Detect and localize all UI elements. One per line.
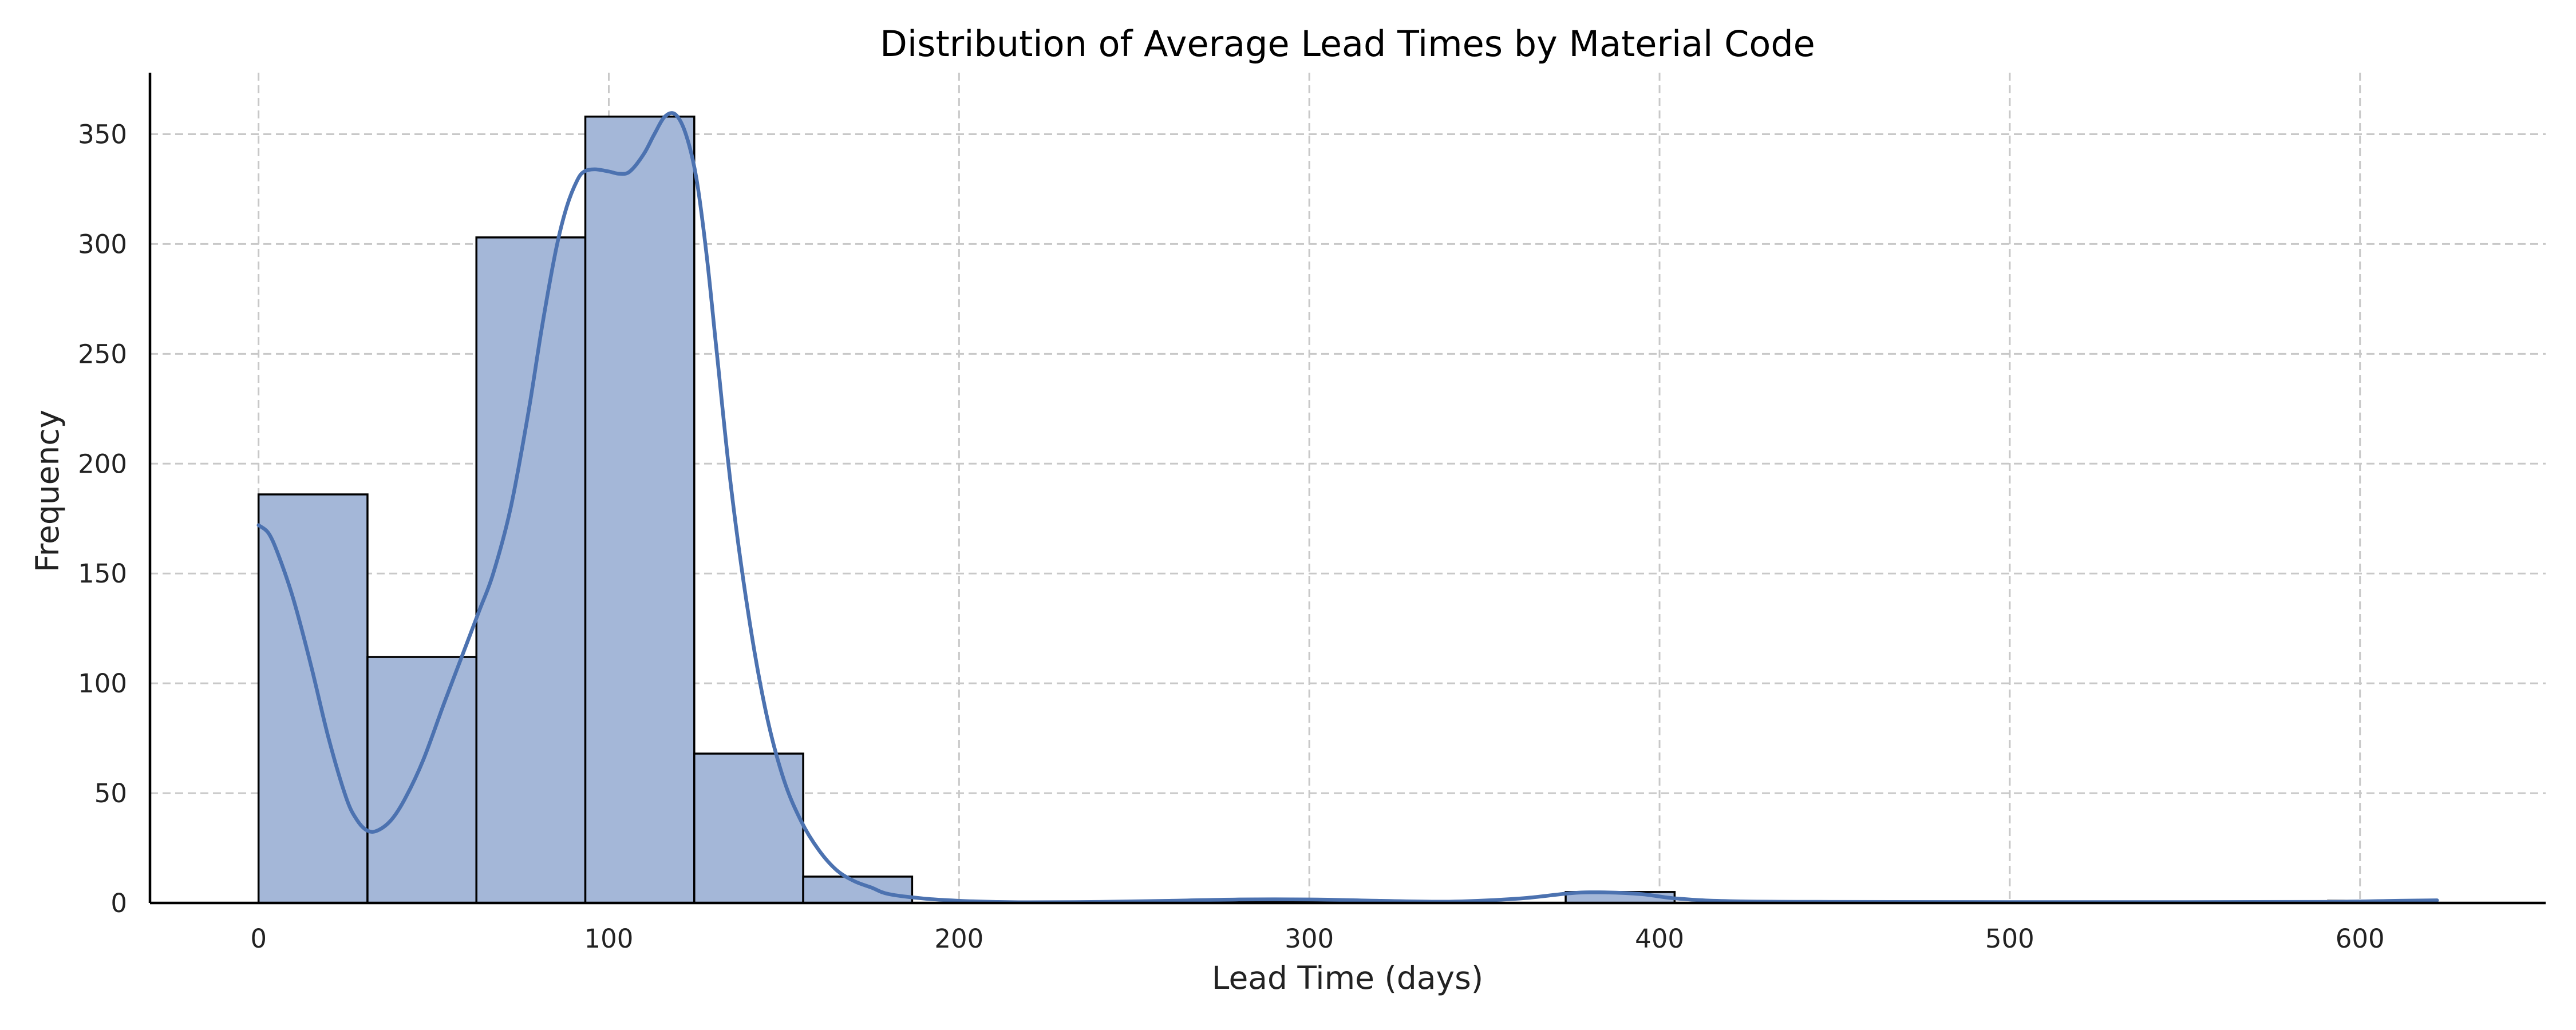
histogram-bar [257,493,369,904]
y-axis-label: Frequency [29,410,66,572]
y-tick-label: 150 [78,558,127,589]
histogram-bar [802,876,914,904]
grid-lines [150,73,2546,904]
y-tick-label: 0 [110,888,127,918]
y-tick-label: 100 [78,668,127,699]
y-tick-label: 300 [78,229,127,259]
y-tick-label: 250 [78,339,127,369]
x-tick-label: 100 [584,924,634,954]
kde-curve [256,111,2439,905]
histogram-bar [693,752,804,904]
y-tick-label: 50 [94,778,127,809]
x-tick-label: 0 [250,924,267,954]
axes [148,73,2546,905]
histogram-bars [257,116,2439,904]
histogram-bar [366,656,477,904]
chart-title: Distribution of Average Lead Times by Ma… [880,23,1815,65]
histogram-bar [584,116,696,904]
x-tick-label: 200 [934,924,983,954]
x-tick-label: 500 [1985,924,2034,954]
y-tick-label: 350 [78,119,127,149]
x-tick-label: 600 [2336,924,2385,954]
x-axis-label: Lead Time (days) [1212,960,1483,996]
kde-curve-layer [256,111,2439,905]
x-tick-label: 400 [1635,924,1684,954]
y-tick-label: 200 [78,449,127,479]
tick-labels: 0 100 200 300 400 500 600 0 50 100 150 200 250 300 350 [78,119,2385,954]
x-tick-label: 300 [1285,924,1334,954]
